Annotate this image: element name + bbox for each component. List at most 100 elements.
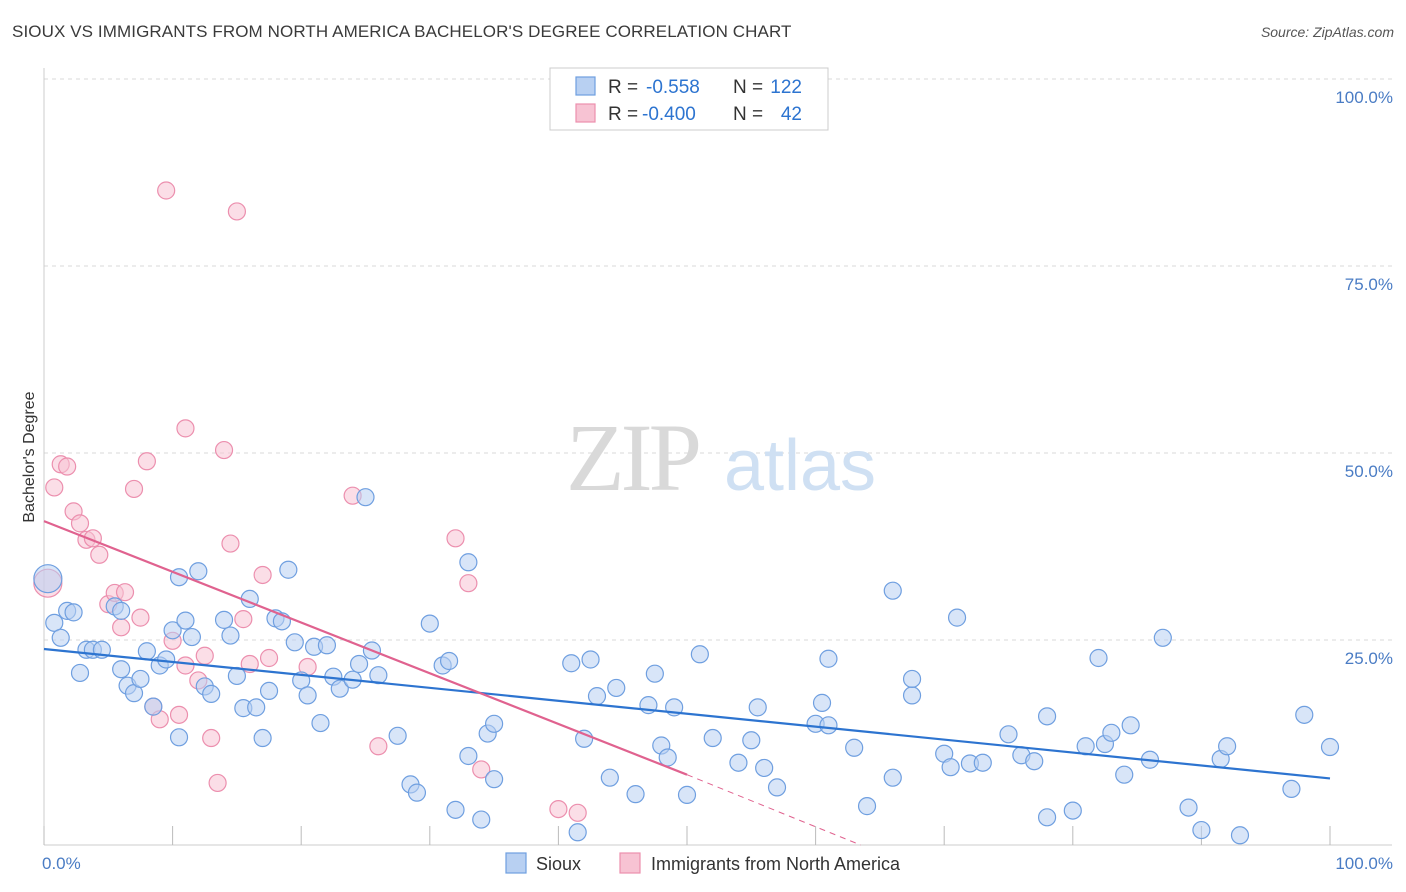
y-tick-label: 25.0% xyxy=(1345,649,1393,668)
point-immigrants xyxy=(45,478,64,497)
point-immigrants xyxy=(568,803,587,822)
point-immigrants xyxy=(549,799,568,819)
series-sioux-points xyxy=(33,488,1340,845)
point-immigrants xyxy=(459,574,478,593)
point-sioux xyxy=(677,785,697,804)
point-immigrants xyxy=(157,181,176,200)
y-tick-label: 50.0% xyxy=(1345,462,1393,481)
point-sioux xyxy=(1063,801,1082,820)
point-sioux xyxy=(845,738,864,757)
point-immigrants xyxy=(208,773,227,793)
point-sioux xyxy=(349,654,369,674)
point-sioux xyxy=(703,728,722,748)
point-sioux xyxy=(112,601,131,620)
point-sioux xyxy=(600,768,619,787)
tick-labels: 100.0% 75.0% 50.0% 25.0% 0.0% 100.0% xyxy=(42,88,1393,873)
point-immigrants xyxy=(227,202,246,221)
point-sioux xyxy=(472,810,491,829)
watermark-zip: ZIP xyxy=(566,404,699,511)
chart-title: SIOUX VS IMMIGRANTS FROM NORTH AMERICA B… xyxy=(12,22,792,41)
point-sioux xyxy=(819,716,838,735)
point-sioux xyxy=(819,649,838,668)
point-immigrants xyxy=(169,705,189,724)
legend-label-immigrants: Immigrants from North America xyxy=(651,854,901,874)
point-sioux xyxy=(70,663,90,683)
point-sioux xyxy=(311,713,330,733)
stats-legend: R = -0.558 N = 122 R = -0.400 N = 42 xyxy=(549,67,829,131)
point-sioux xyxy=(330,679,349,698)
stats-r-value-1: -0.558 xyxy=(646,77,700,98)
stats-r-label-2: R = xyxy=(608,104,638,125)
point-sioux xyxy=(941,758,960,777)
point-sioux xyxy=(144,697,163,716)
point-sioux xyxy=(64,603,83,622)
y-tick-label: 100.0% xyxy=(1335,88,1393,107)
point-sioux xyxy=(1102,723,1121,742)
point-sioux xyxy=(883,768,902,787)
y-axis-label: Bachelor's Degree xyxy=(21,391,38,522)
point-sioux xyxy=(587,687,607,706)
point-immigrants xyxy=(137,452,156,471)
point-sioux xyxy=(169,728,189,747)
point-sioux xyxy=(459,553,478,572)
x-tick-label: 0.0% xyxy=(42,854,81,873)
point-sioux xyxy=(1320,737,1340,757)
point-sioux xyxy=(1153,628,1172,647)
point-sioux xyxy=(356,488,375,507)
point-sioux xyxy=(568,823,587,842)
point-sioux xyxy=(607,678,626,698)
trend-line-immigrants-extension xyxy=(686,774,861,846)
point-immigrants xyxy=(195,646,214,665)
point-sioux xyxy=(690,645,709,664)
point-immigrants xyxy=(112,618,131,637)
point-sioux xyxy=(1282,779,1301,799)
point-sioux xyxy=(221,626,240,645)
point-immigrants xyxy=(176,419,195,438)
point-immigrants xyxy=(369,737,388,756)
point-immigrants xyxy=(176,656,195,675)
point-sioux xyxy=(137,642,156,661)
point-sioux xyxy=(189,562,208,581)
point-sioux xyxy=(626,785,645,804)
y-tick-label: 75.0% xyxy=(1345,275,1393,294)
point-sioux xyxy=(1179,798,1198,817)
point-sioux xyxy=(202,684,221,704)
point-sioux xyxy=(253,728,272,748)
point-sioux xyxy=(581,650,600,669)
watermark: ZIP atlas xyxy=(566,404,876,511)
point-sioux xyxy=(658,748,677,767)
point-sioux xyxy=(729,753,748,772)
point-sioux xyxy=(1230,826,1250,845)
point-sioux xyxy=(973,753,992,772)
watermark-atlas: atlas xyxy=(724,426,876,506)
point-sioux xyxy=(33,564,63,594)
point-sioux xyxy=(1037,707,1057,726)
point-sioux xyxy=(439,651,459,671)
point-immigrants xyxy=(115,583,135,602)
stats-n-value-1: 122 xyxy=(770,77,802,98)
point-immigrants xyxy=(131,608,150,627)
point-sioux xyxy=(883,581,902,600)
stats-r-value-2: -0.400 xyxy=(642,104,696,125)
point-sioux xyxy=(1218,737,1237,756)
point-immigrants xyxy=(259,648,279,668)
point-immigrants xyxy=(124,479,144,499)
point-sioux xyxy=(1192,820,1211,840)
stats-legend-swatch-sioux xyxy=(575,76,596,96)
point-sioux xyxy=(157,650,176,669)
point-sioux xyxy=(902,669,922,689)
trend-lines xyxy=(43,520,1331,846)
point-sioux xyxy=(247,698,266,717)
point-sioux xyxy=(51,628,70,647)
trend-line-sioux xyxy=(43,647,1331,780)
point-sioux xyxy=(259,681,279,701)
point-sioux xyxy=(279,560,298,579)
point-sioux xyxy=(407,783,427,802)
legend-swatch-immigrants xyxy=(619,852,641,874)
point-immigrants xyxy=(221,534,240,553)
stats-n-label-1: N = xyxy=(733,77,763,98)
point-sioux xyxy=(645,664,664,683)
point-sioux xyxy=(742,731,761,750)
point-sioux xyxy=(446,800,465,819)
